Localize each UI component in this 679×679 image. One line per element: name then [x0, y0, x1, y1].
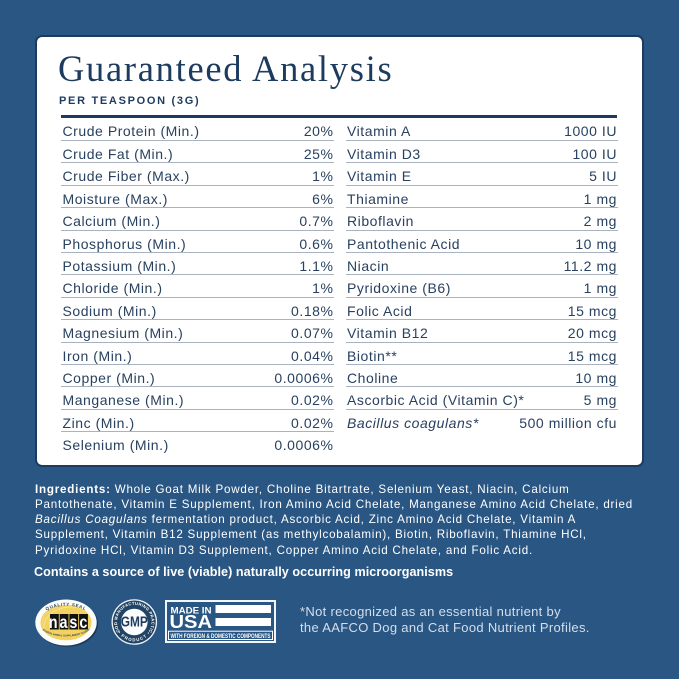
- svg-text:MADE IN: MADE IN: [170, 605, 211, 616]
- svg-text:GMP: GMP: [121, 613, 148, 630]
- svg-text:WITH FOREIGN & DOMESTIC COMPON: WITH FOREIGN & DOMESTIC COMPONENTS: [170, 632, 270, 639]
- svg-text:USA: USA: [169, 612, 212, 632]
- svg-text:QUALITY SEAL: QUALITY SEAL: [45, 602, 88, 612]
- svg-text:nasc: nasc: [49, 612, 89, 632]
